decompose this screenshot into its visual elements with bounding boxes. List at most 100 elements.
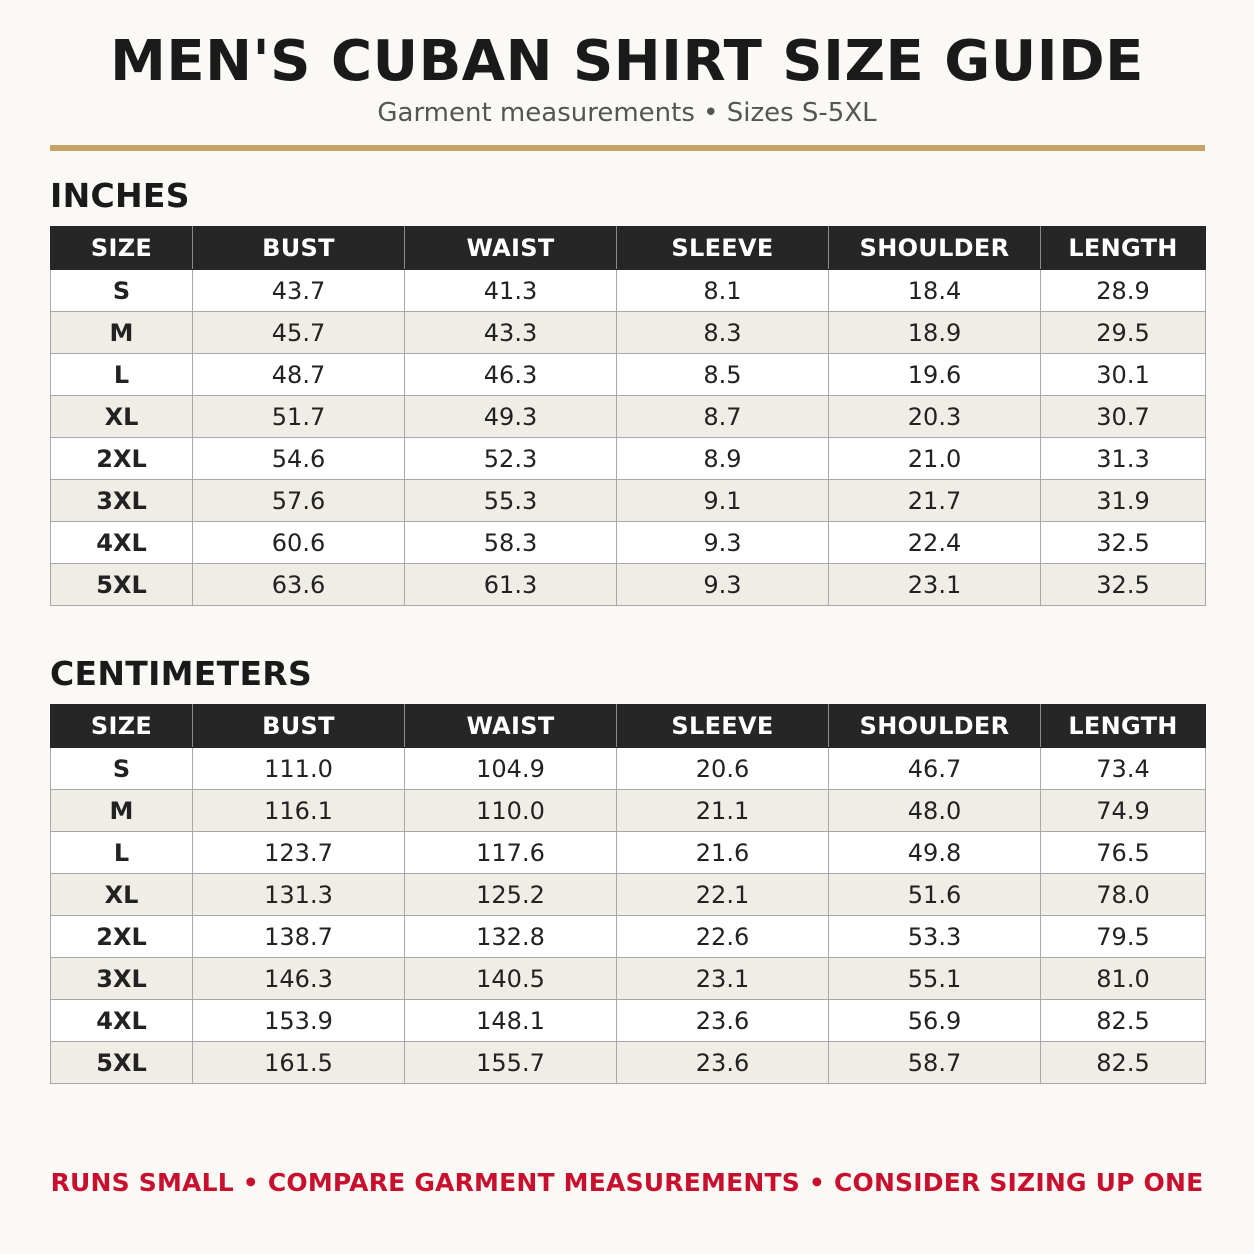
bust-cell: 57.6: [192, 479, 405, 522]
size-cell: 5XL: [50, 563, 193, 606]
shoulder-cell: 46.7: [828, 747, 1041, 790]
size-cell: 2XL: [50, 915, 193, 958]
shoulder-cell: 55.1: [828, 957, 1041, 1000]
waist-cell: 155.7: [404, 1041, 617, 1084]
waist-cell: 117.6: [404, 831, 617, 874]
column-header-waist: WAIST: [404, 226, 617, 270]
bust-cell: 123.7: [192, 831, 405, 874]
size-cell: XL: [50, 873, 193, 916]
length-cell: 82.5: [1040, 1041, 1206, 1084]
centimeters-size-table: SIZE BUST WAIST SLEEVE SHOULDER LENGTH S…: [50, 704, 1206, 1084]
bust-cell: 45.7: [192, 311, 405, 354]
shoulder-cell: 48.0: [828, 789, 1041, 832]
size-cell: 3XL: [50, 479, 193, 522]
shoulder-cell: 58.7: [828, 1041, 1041, 1084]
length-cell: 30.7: [1040, 395, 1206, 438]
length-cell: 81.0: [1040, 957, 1206, 1000]
length-cell: 74.9: [1040, 789, 1206, 832]
inches-table-header: SIZE BUST WAIST SLEEVE SHOULDER LENGTH: [50, 226, 1206, 270]
table-row: L 48.7 46.3 8.5 19.6 30.1: [50, 353, 1206, 396]
shoulder-cell: 21.0: [828, 437, 1041, 480]
inches-size-table: SIZE BUST WAIST SLEEVE SHOULDER LENGTH S…: [50, 226, 1206, 606]
size-cell: 4XL: [50, 521, 193, 564]
column-header-waist: WAIST: [404, 704, 617, 748]
waist-cell: 104.9: [404, 747, 617, 790]
table-row: 4XL 60.6 58.3 9.3 22.4 32.5: [50, 521, 1206, 564]
shoulder-cell: 20.3: [828, 395, 1041, 438]
column-header-size: SIZE: [50, 226, 193, 270]
bust-cell: 60.6: [192, 521, 405, 564]
table-row: 5XL 161.5 155.7 23.6 58.7 82.5: [50, 1041, 1206, 1084]
table-row: 3XL 146.3 140.5 23.1 55.1 81.0: [50, 957, 1206, 1000]
page-title: MEN'S CUBAN SHIRT SIZE GUIDE: [110, 29, 1144, 94]
length-cell: 32.5: [1040, 563, 1206, 606]
size-cell: S: [50, 747, 193, 790]
waist-cell: 43.3: [404, 311, 617, 354]
column-header-length: LENGTH: [1040, 226, 1206, 270]
waist-cell: 41.3: [404, 269, 617, 312]
table-row: 3XL 57.6 55.3 9.1 21.7 31.9: [50, 479, 1206, 522]
length-cell: 28.9: [1040, 269, 1206, 312]
length-cell: 32.5: [1040, 521, 1206, 564]
length-cell: 30.1: [1040, 353, 1206, 396]
sleeve-cell: 21.1: [616, 789, 829, 832]
waist-cell: 132.8: [404, 915, 617, 958]
sleeve-cell: 9.3: [616, 521, 829, 564]
length-cell: 76.5: [1040, 831, 1206, 874]
size-cell: S: [50, 269, 193, 312]
size-cell: M: [50, 789, 193, 832]
table-header-row: SIZE BUST WAIST SLEEVE SHOULDER LENGTH: [50, 704, 1206, 748]
waist-cell: 110.0: [404, 789, 617, 832]
bust-cell: 51.7: [192, 395, 405, 438]
size-cell: XL: [50, 395, 193, 438]
length-cell: 29.5: [1040, 311, 1206, 354]
sleeve-cell: 21.6: [616, 831, 829, 874]
column-header-sleeve: SLEEVE: [616, 226, 829, 270]
sleeve-cell: 23.6: [616, 999, 829, 1042]
table-row: XL 131.3 125.2 22.1 51.6 78.0: [50, 873, 1206, 916]
length-cell: 78.0: [1040, 873, 1206, 916]
waist-cell: 49.3: [404, 395, 617, 438]
shoulder-cell: 51.6: [828, 873, 1041, 916]
table-row: S 43.7 41.3 8.1 18.4 28.9: [50, 269, 1206, 312]
sleeve-cell: 8.3: [616, 311, 829, 354]
table-row: S 111.0 104.9 20.6 46.7 73.4: [50, 747, 1206, 790]
shoulder-cell: 22.4: [828, 521, 1041, 564]
length-cell: 79.5: [1040, 915, 1206, 958]
sleeve-cell: 8.7: [616, 395, 829, 438]
length-cell: 73.4: [1040, 747, 1206, 790]
table-row: M 45.7 43.3 8.3 18.9 29.5: [50, 311, 1206, 354]
column-header-length: LENGTH: [1040, 704, 1206, 748]
bust-cell: 54.6: [192, 437, 405, 480]
bust-cell: 153.9: [192, 999, 405, 1042]
waist-cell: 61.3: [404, 563, 617, 606]
size-cell: 3XL: [50, 957, 193, 1000]
table-row: XL 51.7 49.3 8.7 20.3 30.7: [50, 395, 1206, 438]
size-cell: L: [50, 353, 193, 396]
sleeve-cell: 8.1: [616, 269, 829, 312]
shoulder-cell: 21.7: [828, 479, 1041, 522]
table-header-row: SIZE BUST WAIST SLEEVE SHOULDER LENGTH: [50, 226, 1206, 270]
column-header-shoulder: SHOULDER: [828, 226, 1041, 270]
waist-cell: 52.3: [404, 437, 617, 480]
waist-cell: 148.1: [404, 999, 617, 1042]
size-cell: 5XL: [50, 1041, 193, 1084]
shoulder-cell: 49.8: [828, 831, 1041, 874]
sleeve-cell: 23.1: [616, 957, 829, 1000]
shoulder-cell: 23.1: [828, 563, 1041, 606]
centimeters-table-header: SIZE BUST WAIST SLEEVE SHOULDER LENGTH: [50, 704, 1206, 748]
waist-cell: 125.2: [404, 873, 617, 916]
waist-cell: 140.5: [404, 957, 617, 1000]
sleeve-cell: 8.5: [616, 353, 829, 396]
waist-cell: 58.3: [404, 521, 617, 564]
shoulder-cell: 18.9: [828, 311, 1041, 354]
inches-table-body: S 43.7 41.3 8.1 18.4 28.9 M 45.7 43.3 8.…: [50, 269, 1206, 606]
sleeve-cell: 22.6: [616, 915, 829, 958]
length-cell: 31.9: [1040, 479, 1206, 522]
sleeve-cell: 9.1: [616, 479, 829, 522]
bust-cell: 161.5: [192, 1041, 405, 1084]
sleeve-cell: 23.6: [616, 1041, 829, 1084]
bust-cell: 43.7: [192, 269, 405, 312]
bust-cell: 138.7: [192, 915, 405, 958]
table-row: M 116.1 110.0 21.1 48.0 74.9: [50, 789, 1206, 832]
